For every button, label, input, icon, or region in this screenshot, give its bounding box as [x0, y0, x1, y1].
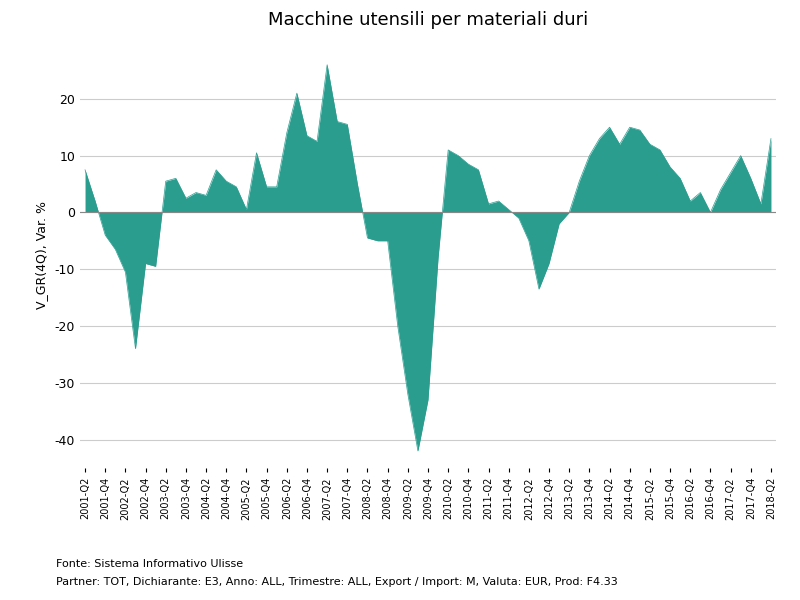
- Title: Macchine utensili per materiali duri: Macchine utensili per materiali duri: [268, 11, 588, 29]
- Text: Partner: TOT, Dichiarante: E3, Anno: ALL, Trimestre: ALL, Export / Import: M, Va: Partner: TOT, Dichiarante: E3, Anno: ALL…: [56, 577, 618, 587]
- Text: Fonte: Sistema Informativo Ulisse: Fonte: Sistema Informativo Ulisse: [56, 559, 243, 569]
- Y-axis label: V_GR(4Q), Var. %: V_GR(4Q), Var. %: [35, 201, 48, 309]
